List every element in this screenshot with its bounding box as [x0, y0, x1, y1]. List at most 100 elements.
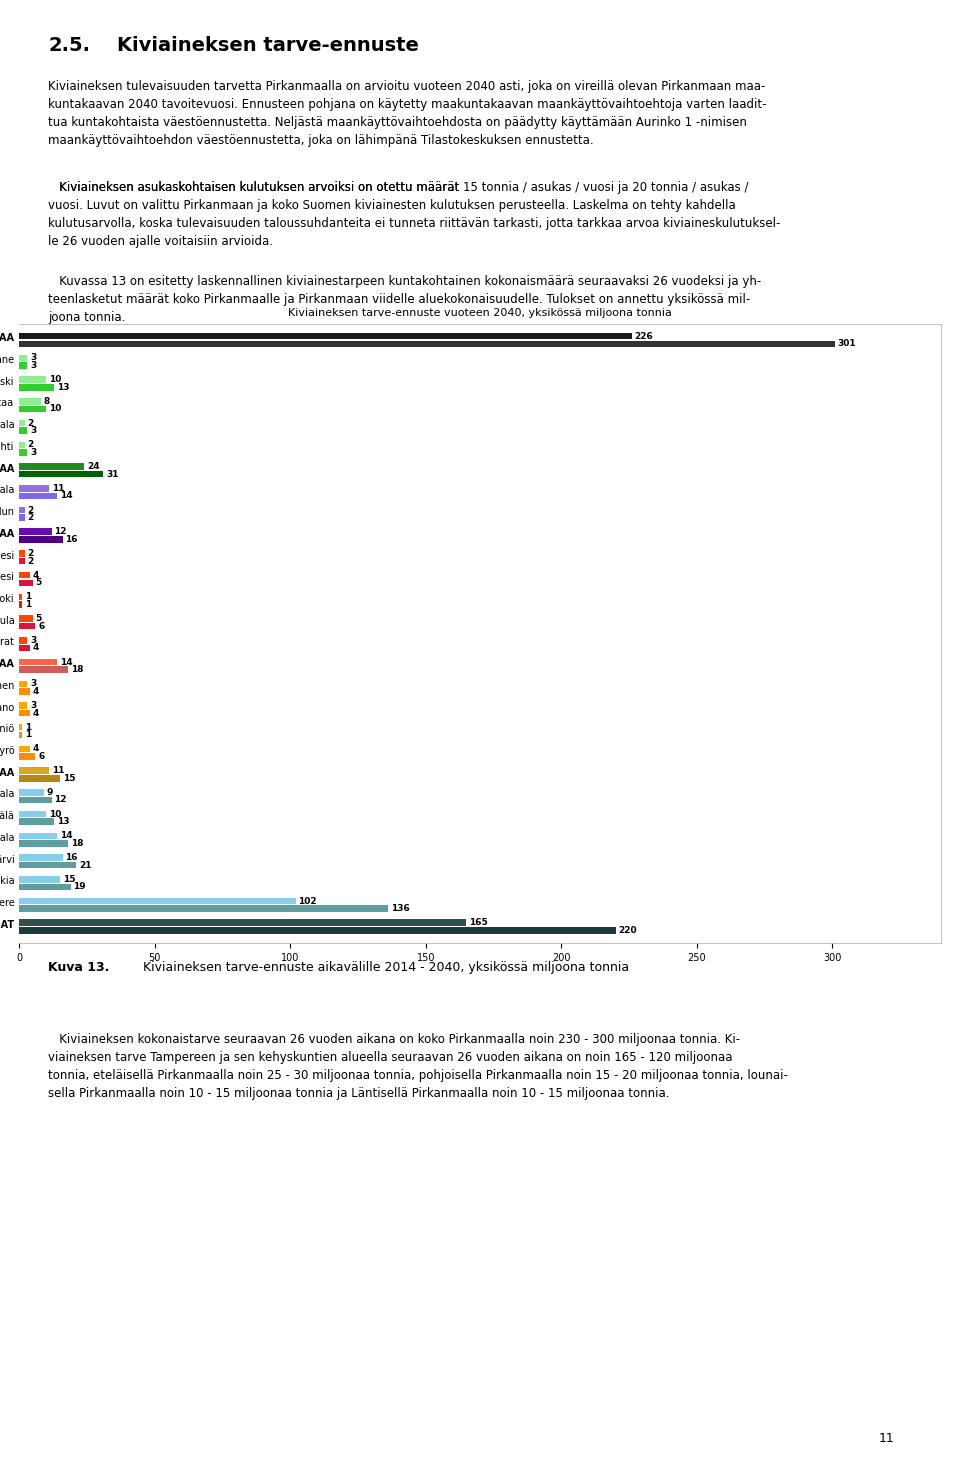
Text: 11: 11	[52, 766, 64, 775]
Bar	[19, 420, 25, 426]
Text: Kuva 13.: Kuva 13.	[48, 961, 109, 974]
Text: 15: 15	[62, 874, 75, 884]
Bar	[19, 537, 62, 542]
Bar	[19, 514, 25, 520]
Text: 14: 14	[60, 657, 73, 666]
Bar	[19, 855, 62, 861]
Bar	[19, 492, 58, 500]
Text: Kiviaineksen tarve-ennuste: Kiviaineksen tarve-ennuste	[117, 37, 419, 56]
Bar	[19, 557, 25, 565]
Bar	[19, 862, 76, 868]
Text: 136: 136	[391, 904, 409, 912]
Bar	[19, 666, 68, 674]
Bar	[19, 927, 615, 933]
Text: 3: 3	[30, 361, 36, 370]
Text: 12: 12	[55, 528, 67, 537]
Bar	[19, 724, 22, 731]
Bar	[19, 427, 27, 433]
Bar	[19, 681, 27, 687]
Bar	[19, 811, 46, 818]
Text: 3: 3	[30, 426, 36, 435]
Text: 11: 11	[52, 483, 64, 492]
Text: 2.5.: 2.5.	[48, 37, 90, 56]
Text: 16: 16	[65, 853, 78, 862]
Text: 4: 4	[33, 687, 39, 696]
Text: 18: 18	[71, 839, 84, 848]
Text: 1: 1	[25, 593, 31, 601]
Text: 2: 2	[27, 506, 34, 514]
Text: 14: 14	[60, 831, 73, 840]
Text: 10: 10	[49, 809, 61, 818]
Text: 3: 3	[30, 448, 36, 457]
Text: Kiviaineksen kokonaistarve seuraavan 26 vuoden aikana on koko Pirkanmaalla noin : Kiviaineksen kokonaistarve seuraavan 26 …	[48, 1033, 788, 1100]
Text: 4: 4	[33, 709, 39, 718]
Text: 1: 1	[25, 722, 31, 731]
Text: 8: 8	[43, 397, 50, 405]
Bar	[19, 340, 835, 346]
Text: 102: 102	[299, 896, 317, 905]
Text: 18: 18	[71, 665, 84, 674]
Text: Kiviaineksen asukaskohtaisen kulutuksen arvoiksi on otettu määrät: Kiviaineksen asukaskohtaisen kulutuksen …	[48, 181, 463, 195]
Bar	[19, 529, 52, 535]
Bar	[19, 775, 60, 781]
Bar	[19, 507, 25, 513]
Text: Kiviaineksen tulevaisuuden tarvetta Pirkanmaalla on arvioitu vuoteen 2040 asti, : Kiviaineksen tulevaisuuden tarvetta Pirk…	[48, 80, 766, 147]
Bar	[19, 572, 30, 578]
Text: 10: 10	[49, 404, 61, 414]
Text: 1: 1	[25, 730, 31, 740]
Bar	[19, 702, 27, 709]
Bar	[19, 905, 388, 912]
Text: 2: 2	[27, 548, 34, 559]
Bar	[19, 659, 58, 665]
Text: 2: 2	[27, 419, 34, 427]
Bar	[19, 876, 60, 883]
Bar	[19, 442, 25, 448]
Bar	[19, 363, 27, 368]
Text: 4: 4	[33, 570, 39, 579]
Bar	[19, 485, 49, 491]
Text: 12: 12	[55, 796, 67, 805]
Text: 14: 14	[60, 491, 73, 500]
Text: 16: 16	[65, 535, 78, 544]
Text: 13: 13	[58, 817, 70, 827]
Bar	[19, 753, 36, 759]
Bar	[19, 594, 22, 600]
Bar	[19, 688, 30, 694]
Bar	[19, 550, 25, 557]
Text: Kiviaineksen asukaskohtaisen kulutuksen arvoiksi on otettu määrät 15 tonnia / as: Kiviaineksen asukaskohtaisen kulutuksen …	[48, 181, 780, 248]
Text: 2: 2	[27, 441, 34, 450]
Text: 2: 2	[27, 513, 34, 522]
Text: 301: 301	[838, 339, 856, 348]
Title: Kiviaineksen tarve-ennuste vuoteen 2040, yksikössä miljoona tonnia: Kiviaineksen tarve-ennuste vuoteen 2040,…	[288, 308, 672, 318]
Text: 5: 5	[36, 615, 41, 624]
Text: 1: 1	[25, 600, 31, 609]
Bar	[19, 644, 30, 652]
Text: 3: 3	[30, 680, 36, 688]
Bar	[19, 898, 296, 904]
Bar	[19, 579, 33, 587]
Text: 13: 13	[58, 383, 70, 392]
Text: 21: 21	[79, 861, 91, 870]
Text: Kuvassa 13 on esitetty laskennallinen kiviainestarpeen kuntakohtainen kokonaismä: Kuvassa 13 on esitetty laskennallinen ki…	[48, 274, 761, 324]
Text: 220: 220	[618, 926, 636, 935]
Bar	[19, 615, 33, 622]
Bar	[19, 376, 46, 383]
Text: 4: 4	[33, 644, 39, 653]
Text: 11: 11	[879, 1431, 895, 1445]
Bar	[19, 797, 52, 803]
Text: 9: 9	[46, 789, 53, 797]
Bar	[19, 405, 46, 413]
Text: 226: 226	[635, 332, 653, 340]
Bar	[19, 789, 43, 796]
Text: 10: 10	[49, 376, 61, 385]
Text: 31: 31	[106, 470, 118, 479]
Text: 19: 19	[73, 883, 86, 892]
Text: 165: 165	[469, 918, 488, 927]
Bar	[19, 818, 55, 825]
Bar	[19, 710, 30, 716]
Bar	[19, 333, 632, 339]
Text: 3: 3	[30, 702, 36, 710]
Text: Kiviaineksen tarve-ennuste aikavälille 2014 - 2040, yksikössä miljoona tonnia: Kiviaineksen tarve-ennuste aikavälille 2…	[143, 961, 629, 974]
Bar	[19, 768, 49, 774]
Bar	[19, 833, 58, 839]
